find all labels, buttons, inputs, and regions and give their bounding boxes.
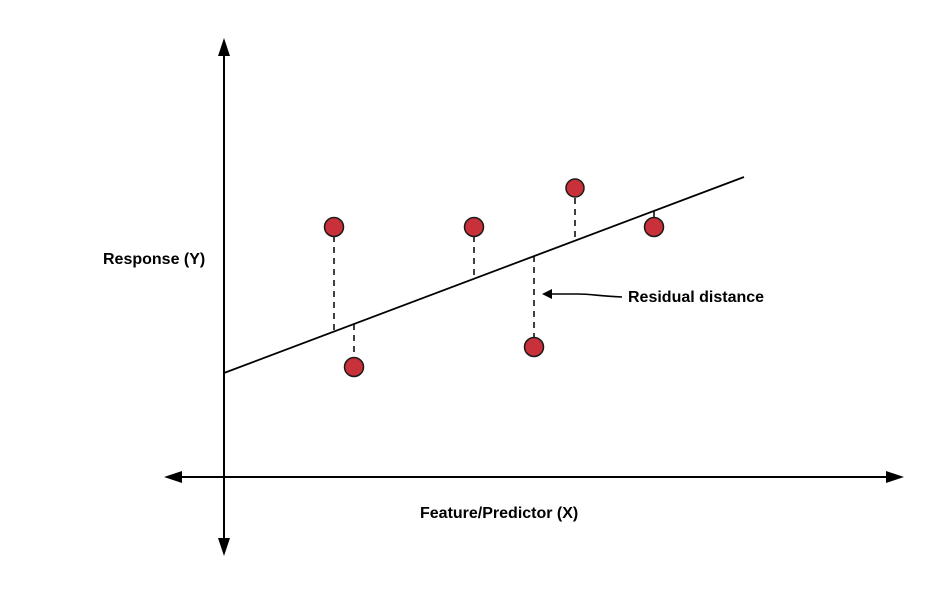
y-axis-label: Response (Y) <box>103 251 205 268</box>
data-points <box>323 178 665 378</box>
y-axis-up-arrow-icon <box>218 38 230 56</box>
data-point <box>343 356 365 378</box>
y-axis-down-arrow-icon <box>218 538 230 556</box>
residual-lines <box>333 198 655 357</box>
data-point <box>523 336 545 358</box>
residual-annotation-arrow-icon <box>542 289 623 299</box>
data-point <box>643 216 665 238</box>
residual-distance-label: Residual distance <box>628 289 764 306</box>
data-point <box>323 216 345 238</box>
x-axis-right-arrow-icon <box>886 471 904 483</box>
x-axis-label: Feature/Predictor (X) <box>420 505 578 522</box>
data-point <box>565 178 585 198</box>
x-axis <box>164 471 904 483</box>
data-point <box>463 216 485 238</box>
regression-line <box>223 176 745 374</box>
y-axis <box>218 38 230 556</box>
x-axis-left-arrow-icon <box>164 471 182 483</box>
